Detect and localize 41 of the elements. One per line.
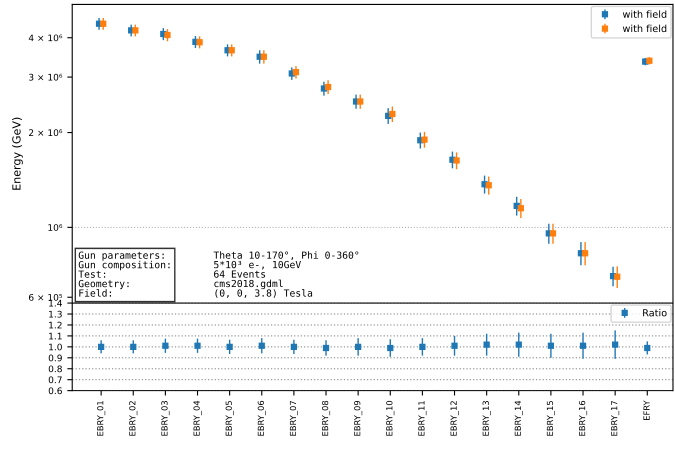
text: Test: 64 Events <box>78 270 266 278</box>
legend-label: Ratio <box>643 308 667 316</box>
y-axis-title: Energy (GeV) <box>12 118 23 190</box>
x-tick-label: EBRY_11 <box>418 401 426 436</box>
x-tick-label: EBRY_17 <box>611 401 620 436</box>
text: Gun parameters: Theta 10-170°, Phi 0-360° <box>78 251 358 261</box>
y-tick-label: 1.0 <box>49 344 62 350</box>
x-tick-label: EBRY_16 <box>578 400 588 436</box>
x-tick-label: EBRY_05 <box>226 401 234 436</box>
x-tick-label: EBRY_04 <box>193 400 202 436</box>
y-tick-label: 1.4 <box>49 300 62 307</box>
legend-label: with field <box>622 10 666 18</box>
y-tick-label: 0.9 <box>48 354 62 362</box>
y-tick-label: 2 × 10⁶ <box>29 129 62 136</box>
legend-label: with field <box>622 24 666 32</box>
x-tick-label: EBRY_03 <box>161 401 170 436</box>
y-tick-label: 1.1 <box>49 332 62 340</box>
y-tick-label: 1.2 <box>49 322 62 328</box>
x-tick-label: EBRY_07 <box>290 401 298 436</box>
x-tick-label: EBRY_10 <box>386 400 394 436</box>
x-tick-label: EBRY_06 <box>258 400 266 436</box>
x-tick-label: EBRY_13 <box>482 401 491 436</box>
x-tick-label: EBRY_02 <box>129 401 138 436</box>
text: Gun composition: 5*10³ e-, 10GeV <box>78 260 301 270</box>
y-tick-label: 4 × 10⁶ <box>28 34 62 42</box>
y-tick-label: 1.3 <box>49 310 62 318</box>
y-tick-label: 0.7 <box>48 376 62 384</box>
x-tick-label: EFRY <box>644 400 650 420</box>
y-tick-label: 0.6 <box>48 387 62 394</box>
x-tick-label: EBRY_15 <box>546 401 555 436</box>
x-tick-label: EBRY_09 <box>354 400 362 436</box>
x-tick-label: EBRY_01 <box>97 401 106 436</box>
x-tick-label: EBRY_12 <box>450 401 459 436</box>
text: Field: (0, 0, 3.8) Tesla <box>79 289 312 298</box>
x-tick-label: EBRY_08 <box>322 400 330 436</box>
y-tick-label: 3 × 10⁶ <box>29 74 62 81</box>
x-tick-label: EBRY_14 <box>514 400 523 436</box>
y-tick-label: 0.8 <box>48 365 62 372</box>
y-tick-label: 10⁶ <box>48 224 62 231</box>
y-tick-label: 6 × 10⁵ <box>28 294 62 301</box>
text: Geometry: cms2018.gdml <box>78 280 283 290</box>
